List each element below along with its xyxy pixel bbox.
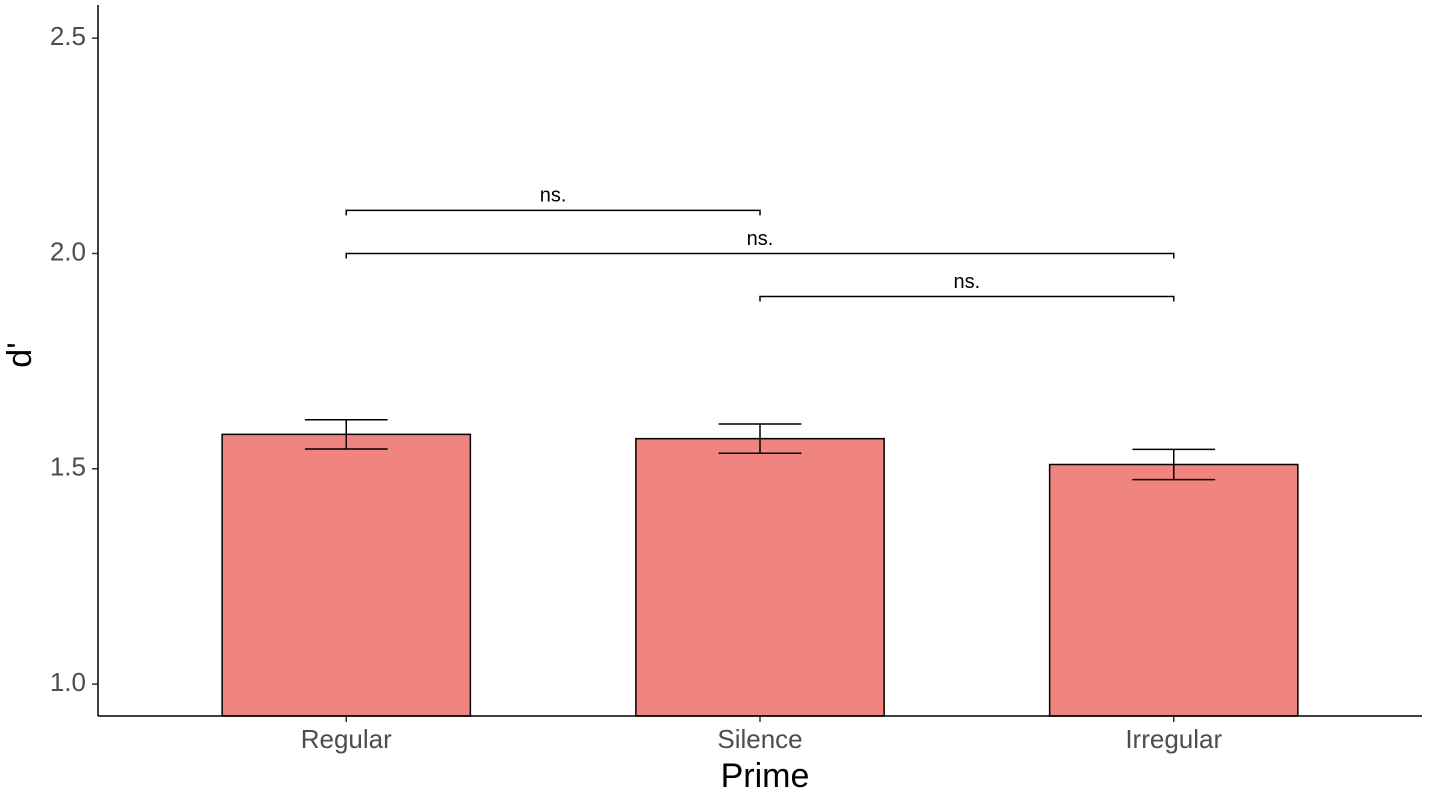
- significance-label: ns.: [747, 228, 774, 250]
- bar: [221, 433, 472, 717]
- significance-label: ns.: [954, 271, 981, 293]
- bar: [1048, 463, 1299, 717]
- y-tick-label: 1.0: [50, 667, 86, 697]
- error-bar: [304, 418, 388, 450]
- x-tick-label: Irregular: [1125, 724, 1222, 754]
- error-bar: [1132, 448, 1216, 481]
- y-tick-label: 1.5: [50, 452, 86, 482]
- significance-bracket: [345, 209, 761, 216]
- y-tick-label: 2.0: [50, 236, 86, 266]
- x-tick-label: Silence: [717, 724, 802, 754]
- error-bar: [718, 423, 802, 455]
- y-axis-title: d': [1, 342, 39, 367]
- significance-bracket: [759, 295, 1175, 302]
- x-axis-title: Prime: [721, 757, 810, 795]
- x-tick-label: Regular: [301, 724, 392, 754]
- y-tick-label: 2.5: [50, 21, 86, 51]
- significance-bracket: [345, 252, 1175, 259]
- bar: [635, 437, 885, 717]
- significance-label: ns.: [540, 185, 567, 207]
